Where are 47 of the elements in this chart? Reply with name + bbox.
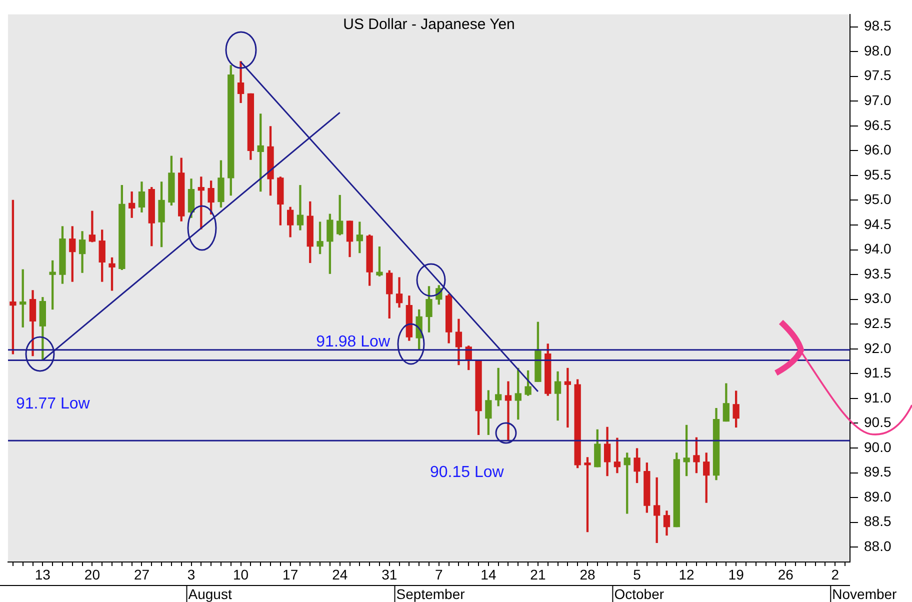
y-tick-label: 98.0 bbox=[864, 42, 892, 58]
x-tick-label: 27 bbox=[134, 566, 150, 582]
x-tick-label: 28 bbox=[580, 566, 596, 582]
x-tick-label: 5 bbox=[633, 566, 642, 582]
y-tick-label: 93.5 bbox=[864, 265, 892, 282]
y-tick-label: 95.0 bbox=[864, 191, 892, 208]
ref-line-label: 91.77 Low bbox=[16, 396, 90, 413]
y-tick-label: 92.5 bbox=[864, 314, 892, 331]
text: November bbox=[832, 586, 898, 602]
x-tick-label: 17 bbox=[282, 566, 298, 582]
y-tick-label: 88.5 bbox=[864, 513, 892, 530]
y-tick-label: 97.0 bbox=[864, 92, 892, 108]
x-tick-label: 3 bbox=[187, 566, 196, 582]
y-tick-label: 88.0 bbox=[864, 538, 892, 554]
y-tick-label: 90.0 bbox=[864, 438, 892, 455]
x-tick-label: 21 bbox=[530, 566, 546, 582]
ref-line-label: 91.98 Low bbox=[316, 333, 390, 350]
y-tick-label: 95.5 bbox=[864, 166, 892, 182]
x-tick-label: 31 bbox=[382, 566, 398, 582]
y-tick-label: 96.5 bbox=[864, 116, 892, 133]
x-tick-label: 19 bbox=[728, 566, 744, 582]
x-tick-label: 13 bbox=[34, 566, 51, 582]
y-tick-label: 93.0 bbox=[864, 290, 892, 306]
y-tick-label: 89.5 bbox=[864, 464, 892, 480]
y-tick-label: 97.5 bbox=[864, 67, 892, 84]
x-tick-label: 7 bbox=[435, 566, 444, 582]
y-tick-label: 91.0 bbox=[864, 389, 892, 406]
x-tick-label: 14 bbox=[480, 566, 496, 582]
y-tick-label: 96.0 bbox=[864, 142, 892, 158]
chart-title: US Dollar - Japanese Yen bbox=[343, 16, 515, 34]
y-tick-label: 92.0 bbox=[864, 340, 892, 356]
x-tick-label: 2 bbox=[831, 566, 840, 582]
ref-line-label: 90.15 Low bbox=[430, 464, 504, 481]
x-tick-label: 10 bbox=[233, 566, 249, 582]
x-tick-label: 24 bbox=[332, 566, 348, 582]
y-tick-label: 94.5 bbox=[864, 216, 892, 232]
text: August bbox=[188, 586, 232, 602]
y-tick-label: 90.5 bbox=[864, 414, 892, 430]
y-tick-label: 89.0 bbox=[864, 488, 892, 504]
y-tick-label: 94.0 bbox=[864, 240, 892, 257]
text: September bbox=[396, 586, 466, 602]
x-tick-label: 12 bbox=[678, 566, 695, 582]
text: October bbox=[614, 586, 664, 602]
x-tick-label: 26 bbox=[778, 566, 794, 582]
x-tick-label: 20 bbox=[84, 566, 100, 582]
y-tick-label: 98.5 bbox=[864, 18, 892, 34]
y-tick-label: 91.5 bbox=[864, 364, 892, 381]
